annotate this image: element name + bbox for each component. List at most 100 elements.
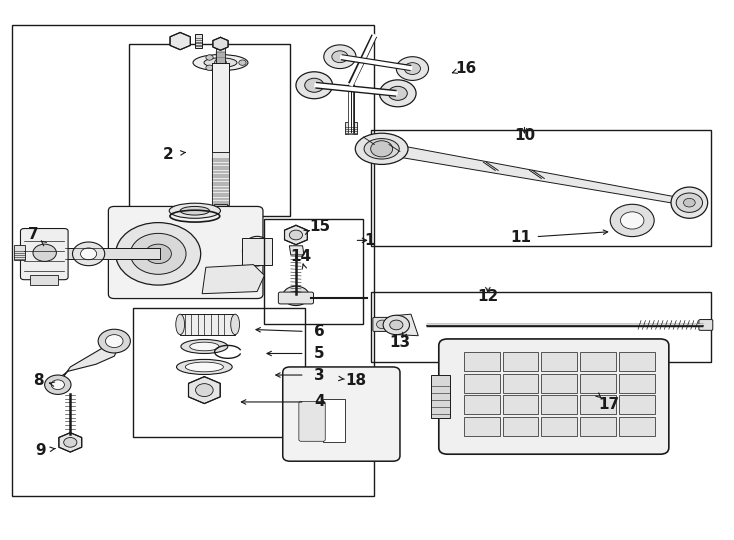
- Text: 6: 6: [314, 325, 324, 340]
- Bar: [214, 204, 227, 211]
- Bar: [371, 130, 711, 246]
- Text: 12: 12: [477, 289, 498, 305]
- Circle shape: [296, 72, 333, 99]
- Circle shape: [383, 315, 410, 335]
- Ellipse shape: [248, 241, 266, 261]
- Circle shape: [283, 286, 309, 306]
- Bar: [619, 395, 655, 414]
- Ellipse shape: [180, 206, 209, 215]
- Bar: [180, 314, 235, 335]
- Bar: [216, 46, 225, 63]
- Bar: [12, 25, 374, 496]
- Circle shape: [676, 193, 702, 212]
- Polygon shape: [285, 225, 308, 245]
- Bar: [542, 417, 577, 436]
- Ellipse shape: [51, 380, 65, 389]
- FancyBboxPatch shape: [21, 228, 68, 280]
- Text: 2: 2: [162, 147, 173, 161]
- Bar: [323, 399, 345, 442]
- Circle shape: [206, 55, 213, 60]
- Polygon shape: [170, 32, 190, 50]
- Ellipse shape: [170, 203, 220, 218]
- Circle shape: [64, 437, 77, 447]
- Polygon shape: [382, 144, 689, 206]
- Circle shape: [404, 63, 421, 75]
- Circle shape: [239, 60, 246, 65]
- Ellipse shape: [355, 133, 408, 165]
- FancyBboxPatch shape: [299, 401, 325, 441]
- Bar: [580, 353, 616, 372]
- FancyBboxPatch shape: [373, 318, 392, 332]
- Circle shape: [379, 80, 416, 107]
- FancyBboxPatch shape: [699, 320, 713, 330]
- Text: 4: 4: [314, 394, 324, 409]
- Text: 5: 5: [314, 346, 324, 361]
- Text: 18: 18: [346, 373, 366, 388]
- Ellipse shape: [98, 329, 131, 353]
- Ellipse shape: [620, 212, 644, 229]
- Ellipse shape: [671, 187, 708, 218]
- Polygon shape: [202, 265, 264, 294]
- Bar: [503, 417, 539, 436]
- Polygon shape: [213, 37, 228, 50]
- Bar: [503, 395, 539, 414]
- Circle shape: [131, 233, 186, 274]
- Text: 17: 17: [598, 397, 619, 412]
- Bar: [65, 248, 161, 259]
- Circle shape: [332, 51, 348, 63]
- Ellipse shape: [185, 362, 223, 372]
- Bar: [464, 374, 500, 393]
- Circle shape: [371, 141, 393, 157]
- Bar: [371, 292, 711, 362]
- Circle shape: [683, 198, 695, 207]
- Ellipse shape: [610, 204, 654, 237]
- Ellipse shape: [45, 375, 71, 394]
- FancyBboxPatch shape: [439, 339, 669, 454]
- Text: 7: 7: [29, 227, 39, 242]
- Bar: [580, 417, 616, 436]
- Bar: [345, 123, 357, 134]
- Circle shape: [206, 65, 213, 70]
- Ellipse shape: [73, 242, 105, 266]
- Text: 11: 11: [510, 230, 531, 245]
- Circle shape: [289, 230, 302, 240]
- Ellipse shape: [364, 139, 399, 159]
- Circle shape: [388, 86, 407, 100]
- Bar: [30, 275, 58, 285]
- Bar: [619, 374, 655, 393]
- Text: 10: 10: [514, 128, 535, 143]
- Circle shape: [33, 244, 57, 261]
- Circle shape: [396, 57, 429, 80]
- Bar: [264, 219, 363, 324]
- Bar: [211, 152, 229, 205]
- Ellipse shape: [242, 237, 272, 266]
- Bar: [133, 308, 305, 437]
- Bar: [542, 353, 577, 372]
- Text: 16: 16: [455, 60, 476, 76]
- Bar: [464, 417, 500, 436]
- Ellipse shape: [193, 55, 248, 71]
- Polygon shape: [189, 376, 220, 403]
- Bar: [129, 44, 290, 216]
- Text: 1: 1: [364, 233, 374, 248]
- Ellipse shape: [230, 314, 239, 335]
- FancyBboxPatch shape: [278, 292, 313, 304]
- Polygon shape: [52, 336, 122, 389]
- FancyBboxPatch shape: [283, 367, 400, 461]
- Bar: [195, 34, 202, 48]
- Text: 13: 13: [390, 335, 410, 350]
- Bar: [580, 374, 616, 393]
- Polygon shape: [59, 433, 81, 452]
- Ellipse shape: [204, 58, 237, 68]
- Circle shape: [305, 78, 324, 92]
- Polygon shape: [289, 246, 304, 255]
- Bar: [619, 417, 655, 436]
- Bar: [464, 395, 500, 414]
- Circle shape: [116, 222, 200, 285]
- Ellipse shape: [189, 342, 219, 351]
- Bar: [14, 245, 25, 260]
- Bar: [432, 375, 450, 418]
- Text: 3: 3: [314, 368, 324, 382]
- Bar: [619, 353, 655, 372]
- Polygon shape: [393, 314, 418, 336]
